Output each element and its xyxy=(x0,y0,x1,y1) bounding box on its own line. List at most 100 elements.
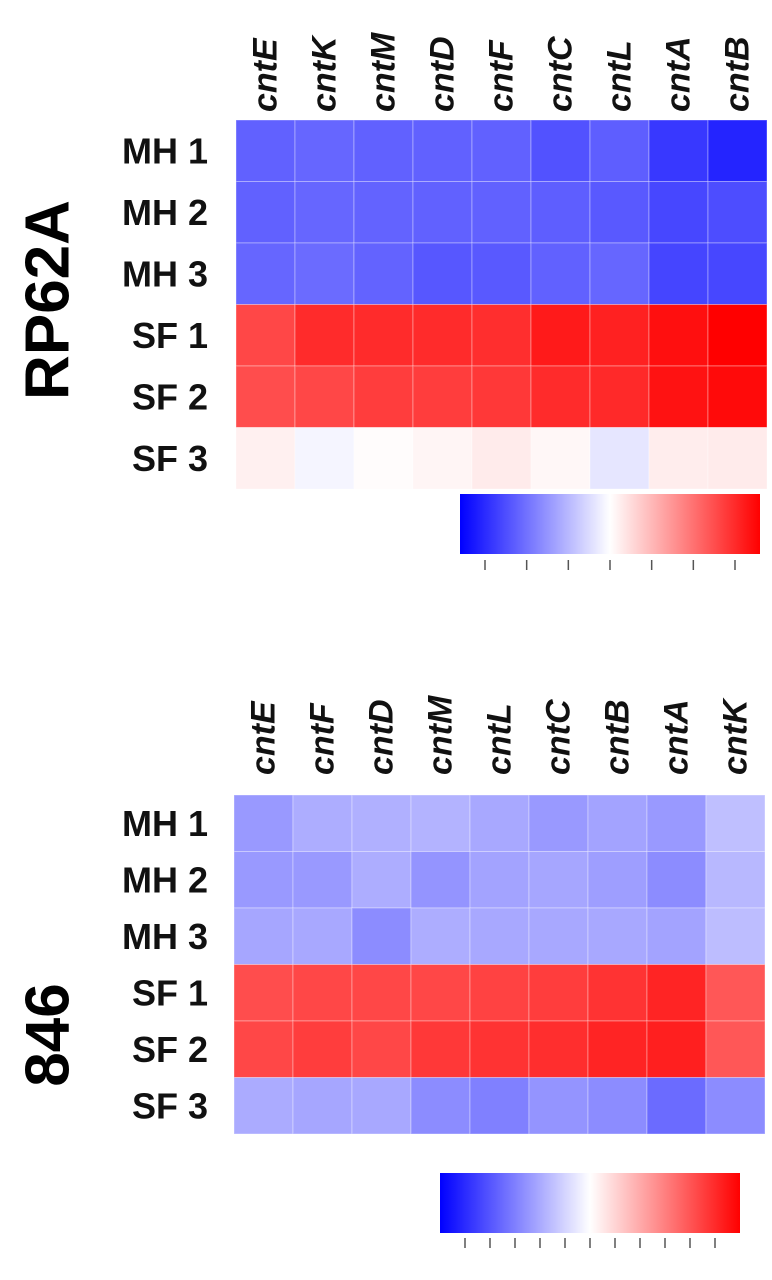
heatmap-cell xyxy=(705,964,766,1022)
column-label: cntL xyxy=(481,703,519,775)
heatmap-cell xyxy=(233,964,294,1022)
heatmap-cell xyxy=(233,1020,294,1078)
heatmap-cell xyxy=(646,1077,707,1135)
heatmap-cell xyxy=(294,427,355,490)
heatmap-cell xyxy=(707,119,768,182)
column-label: cntB xyxy=(719,36,757,112)
heatmap-cell xyxy=(587,907,648,965)
heatmap-cell xyxy=(587,1020,648,1078)
column-label: cntM xyxy=(422,695,460,775)
row-label: MH 1 xyxy=(122,130,208,171)
heatmap-cell xyxy=(646,907,707,965)
heatmap-cell xyxy=(705,1020,766,1078)
column-label: cntL xyxy=(601,40,639,112)
colorbar xyxy=(440,1173,740,1233)
heatmap-cell xyxy=(412,304,473,367)
column-label: cntC xyxy=(540,699,578,775)
heatmap-cell xyxy=(530,427,591,490)
heatmap-cell xyxy=(351,964,412,1022)
heatmap-cell xyxy=(471,119,532,182)
row-label: SF 3 xyxy=(132,438,208,479)
heatmap-cell xyxy=(233,907,294,965)
heatmap-cell xyxy=(410,964,471,1022)
heatmap-cell xyxy=(353,119,414,182)
column-label: cntE xyxy=(247,37,285,112)
heatmap-cell xyxy=(648,119,709,182)
heatmap-cell xyxy=(469,1077,530,1135)
strain-label: RP62A xyxy=(14,200,83,400)
heatmap-cell xyxy=(589,242,650,305)
heatmap-cell xyxy=(587,794,648,852)
heatmap-cell xyxy=(587,964,648,1022)
heatmap-panel-RP62A: RP62A cntE cntK cntM cntD cntF cntC cntL cntA cnt… xyxy=(14,32,768,570)
heatmap-cell xyxy=(528,964,589,1022)
heatmap-cell xyxy=(707,304,768,367)
row-label: SF 2 xyxy=(132,1029,208,1070)
heatmap-cell xyxy=(530,242,591,305)
column-label: cntM xyxy=(365,32,403,112)
heatmap-panel-846: 846 cntE cntF cntD cntM cntL cntC cntB cntA cntK M… xyxy=(14,695,766,1248)
heatmap-cell xyxy=(707,242,768,305)
heatmap-cell xyxy=(528,794,589,852)
heatmap-cell xyxy=(648,242,709,305)
heatmap-cell xyxy=(587,1077,648,1135)
heatmap-cell xyxy=(294,181,355,244)
heatmap-cell xyxy=(294,119,355,182)
heatmap-cell xyxy=(294,242,355,305)
row-label: SF 2 xyxy=(132,376,208,417)
heatmap-cell xyxy=(412,242,473,305)
strain-label: 846 xyxy=(14,983,83,1086)
heatmap-cell xyxy=(587,851,648,909)
heatmap-cell xyxy=(412,427,473,490)
heatmap-cell xyxy=(353,304,414,367)
heatmap-cell xyxy=(646,851,707,909)
heatmap-cell xyxy=(353,181,414,244)
heatmap-cell xyxy=(648,427,709,490)
heatmap-cell xyxy=(353,365,414,428)
heatmap-cell xyxy=(530,365,591,428)
heatmap-cell xyxy=(646,794,707,852)
column-label: cntK xyxy=(717,697,755,775)
column-label: cntA xyxy=(658,699,696,775)
heatmap-cell xyxy=(353,242,414,305)
heatmap-cell xyxy=(589,427,650,490)
heatmap-cell xyxy=(646,964,707,1022)
column-label: cntA xyxy=(660,36,698,112)
heatmap-cell xyxy=(292,1020,353,1078)
heatmap-cell xyxy=(707,365,768,428)
heatmap-cell xyxy=(705,794,766,852)
row-label: MH 3 xyxy=(122,916,208,957)
row-label: MH 2 xyxy=(122,859,208,900)
column-label: cntD xyxy=(363,699,401,775)
heatmap-cell xyxy=(471,304,532,367)
column-label: cntC xyxy=(542,36,580,112)
heatmap-cell xyxy=(412,181,473,244)
heatmap-cell xyxy=(410,851,471,909)
heatmap-cell xyxy=(292,1077,353,1135)
heatmap-cell xyxy=(589,365,650,428)
heatmap-cell xyxy=(292,851,353,909)
heatmap-cell xyxy=(235,304,296,367)
heatmap-cell xyxy=(530,119,591,182)
heatmap-cell xyxy=(235,119,296,182)
row-label: MH 1 xyxy=(122,803,208,844)
heatmap-cell xyxy=(235,242,296,305)
heatmap-cell xyxy=(648,304,709,367)
heatmap-cell xyxy=(412,119,473,182)
heatmap-cell xyxy=(528,1077,589,1135)
heatmap-cell xyxy=(469,1020,530,1078)
heatmap-cell xyxy=(351,851,412,909)
column-label: cntB xyxy=(599,699,637,775)
row-label: MH 2 xyxy=(122,192,208,233)
heatmap-cell xyxy=(707,181,768,244)
heatmap-cell xyxy=(233,794,294,852)
heatmap-cell xyxy=(471,427,532,490)
row-label: SF 3 xyxy=(132,1085,208,1126)
heatmap-cell xyxy=(469,964,530,1022)
heatmap-cell xyxy=(471,242,532,305)
heatmap-cell xyxy=(353,427,414,490)
heatmap-cell xyxy=(351,794,412,852)
colorbar xyxy=(460,494,760,554)
heatmap-cell xyxy=(705,907,766,965)
